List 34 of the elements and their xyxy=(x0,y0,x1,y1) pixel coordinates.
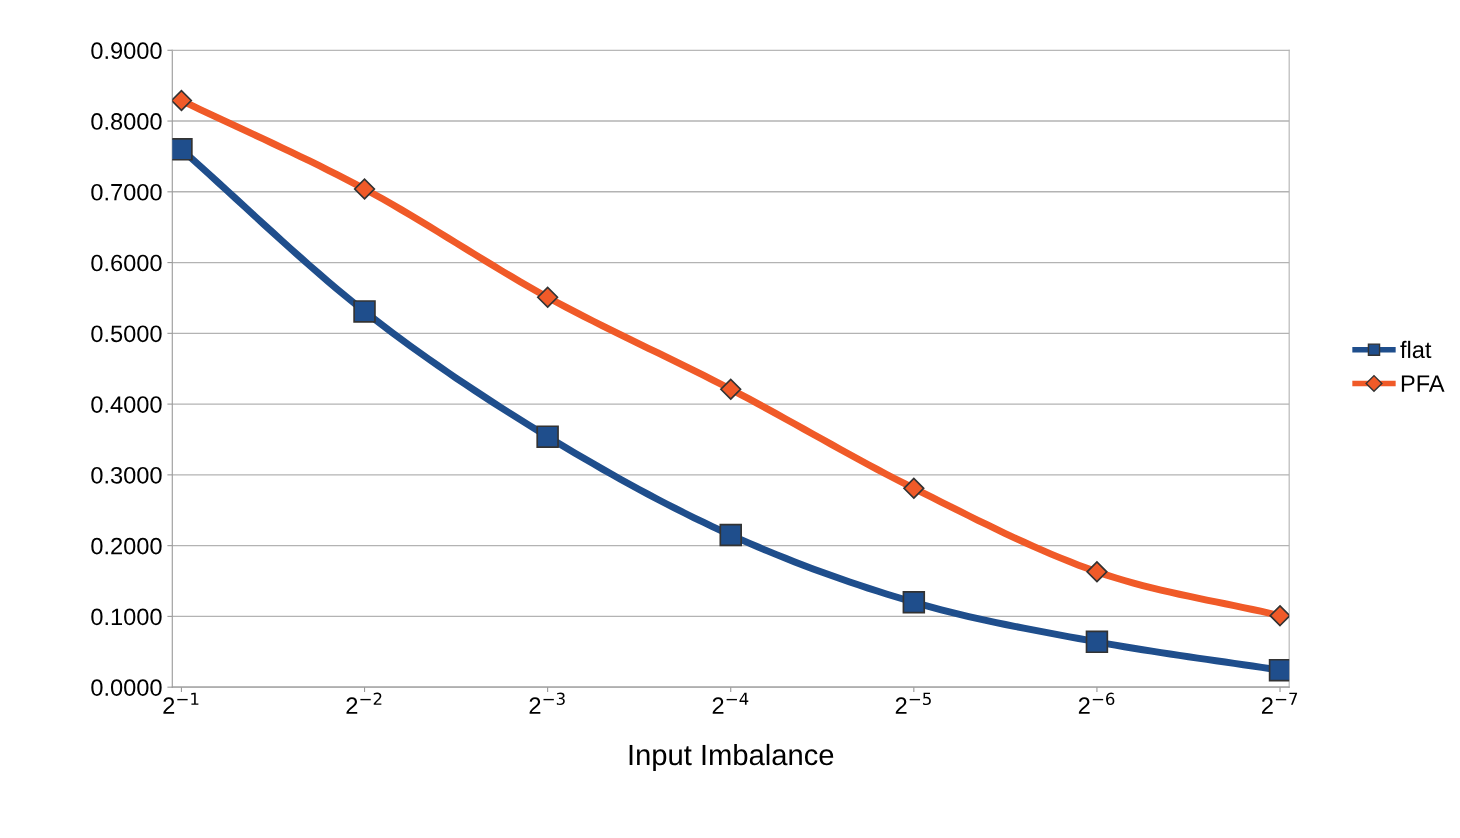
y-tick-label: 0.3000 xyxy=(91,466,162,484)
y-tick-label: 0.7000 xyxy=(91,183,162,201)
y-tick-label: 0.8000 xyxy=(91,113,162,130)
y-tick-label: 0.2000 xyxy=(91,537,162,555)
y-tick-label: 0.0000 xyxy=(91,679,162,696)
point xyxy=(353,178,376,200)
x-tick-label: 2$^{−5}$ xyxy=(895,692,931,714)
y-tick-label: 0.1000 xyxy=(91,608,162,626)
point xyxy=(1085,630,1109,654)
x-tick-label: 2$^{−3}$ xyxy=(529,692,565,714)
x-tick-label: 2$^{−7}$ xyxy=(1261,692,1298,714)
x-tick-label: 2$^{−6}$ xyxy=(1078,692,1115,714)
point xyxy=(536,425,559,448)
point xyxy=(720,378,742,400)
x-axis-title: Input Imbalance xyxy=(629,743,834,772)
point xyxy=(172,138,193,161)
x-tick-label: 2$^{−2}$ xyxy=(346,692,382,714)
point xyxy=(1086,561,1108,583)
legend-label: PFA xyxy=(1401,375,1445,392)
point xyxy=(1268,658,1290,682)
legend-label: flat xyxy=(1400,340,1432,359)
y-tick-label: 0.4000 xyxy=(91,396,162,413)
point xyxy=(902,590,926,614)
point xyxy=(719,523,742,547)
x-tick-label: 2$^{−1}$ xyxy=(163,692,199,714)
point xyxy=(353,300,376,323)
point xyxy=(1269,605,1290,627)
point xyxy=(903,477,925,499)
x-tick-label: 2$^{−4}$ xyxy=(712,692,749,714)
y-tick-label: 0.9000 xyxy=(91,42,162,60)
point xyxy=(536,286,559,308)
y-tick-label: 0.6000 xyxy=(91,254,162,272)
point xyxy=(172,89,193,112)
y-tick-label: 0.5000 xyxy=(91,325,162,343)
